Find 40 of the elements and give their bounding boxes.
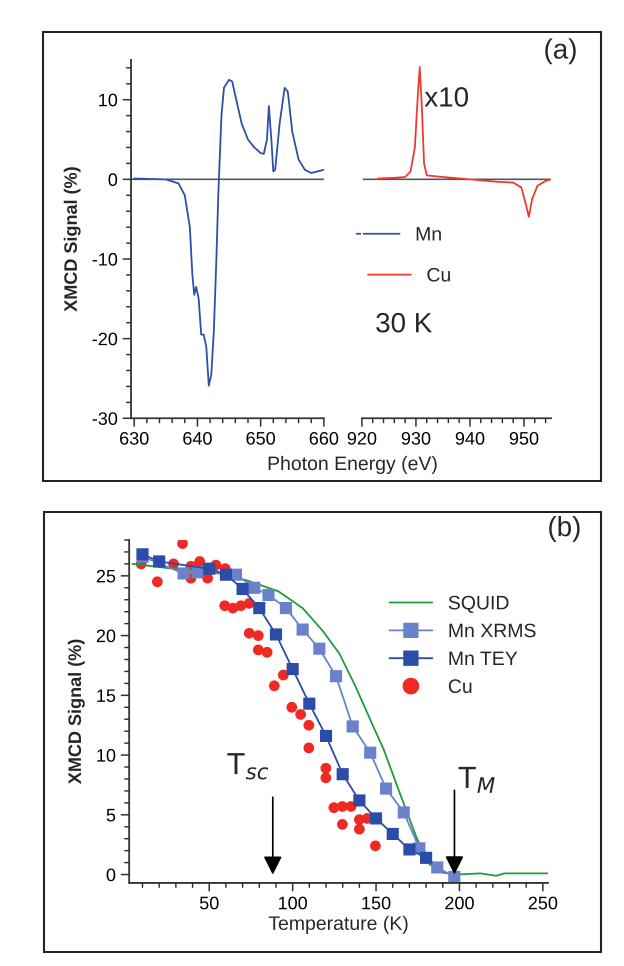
annotation: 30 K [376, 312, 432, 333]
x-tick-label: 630 [120, 432, 149, 445]
y-axis-title: XMCD Signal (%) [64, 167, 81, 312]
annotation: T$_{sc}$ [227, 753, 268, 780]
y-tick-label: 20 [96, 630, 116, 642]
y-axis-title: XMCD Signal (%) [68, 640, 85, 784]
y-tick-label: -10 [92, 252, 118, 266]
legend-label: SQUID [448, 596, 508, 613]
annotation: x10 [424, 87, 468, 107]
x-tick-label: 50 [200, 896, 219, 910]
x-axis-title: Photon Energy (eV) [268, 456, 437, 474]
legend-label: Mn TEY [449, 652, 518, 666]
x-tick-label: 930 [402, 432, 430, 445]
x-tick-label: 640 [183, 432, 212, 445]
y-tick-label: 10 [99, 94, 118, 106]
y-tick-label: 25 [96, 570, 116, 583]
legend-label: Mn XRMS [449, 624, 536, 638]
y-tick-label: 0 [106, 868, 116, 882]
legend-label: Mn [416, 227, 441, 241]
x-tick-label: 650 [246, 432, 275, 445]
annotation: (a) [545, 38, 576, 64]
legend-label: Cu [448, 679, 472, 694]
y-tick-label: -20 [92, 332, 118, 346]
x-tick-label: 920 [348, 432, 376, 445]
legend-label: Cu [427, 268, 450, 282]
y-tick-label: 5 [106, 808, 116, 822]
x-axis-title: Temperature (K) [268, 916, 408, 934]
y-tick-label: -30 [92, 412, 118, 425]
x-tick-label: 200 [445, 896, 474, 910]
y-tick-label: 0 [108, 173, 118, 186]
x-tick-label: 100 [278, 896, 308, 910]
x-tick-label: 660 [310, 432, 338, 445]
x-tick-label: 150 [362, 896, 390, 910]
x-tick-label: 940 [456, 432, 484, 445]
x-tick-label: 250 [528, 896, 558, 910]
y-tick-label: 15 [97, 689, 116, 702]
annotation: T$_{M}$ [458, 766, 495, 793]
y-tick-label: 10 [97, 749, 116, 762]
text: (b) [549, 516, 580, 542]
x-tick-label: 950 [510, 432, 538, 445]
